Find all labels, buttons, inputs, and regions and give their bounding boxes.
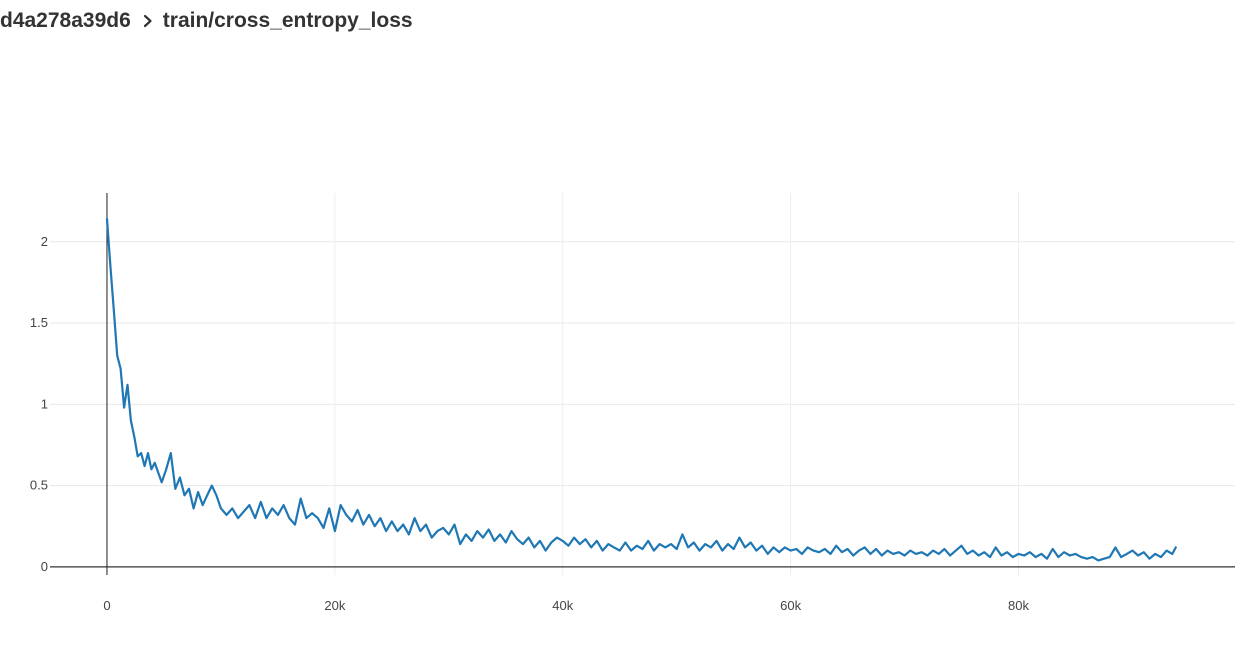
x-tick-label: 80k [1008, 598, 1029, 613]
metric-title: train/cross_entropy_loss [162, 9, 413, 32]
x-tick-label: 40k [552, 598, 573, 613]
run-id-link[interactable]: d4a278a39d6 [0, 9, 131, 32]
series-group [105, 217, 1177, 562]
breadcrumb: d4a278a39d6 train/cross_entropy_loss [0, 6, 413, 36]
loss-series-line [105, 217, 1177, 562]
y-tick-label: 2 [41, 234, 48, 249]
x-tick-label: 0 [103, 598, 110, 613]
y-tick-label: 0.5 [30, 478, 48, 493]
grid-lines [50, 193, 1235, 575]
y-tick-label: 0 [41, 559, 48, 574]
x-tick-label: 20k [324, 598, 345, 613]
y-tick-label: 1.5 [30, 315, 48, 330]
x-axis-ticks: 0 20k 40k 60k 80k [103, 598, 1029, 613]
axes [50, 193, 1235, 575]
y-tick-label: 1 [41, 396, 48, 411]
x-tick-label: 60k [780, 598, 801, 613]
y-axis-ticks: 0 0.5 1 1.5 2 [30, 234, 48, 574]
chevron-right-icon [143, 14, 153, 28]
